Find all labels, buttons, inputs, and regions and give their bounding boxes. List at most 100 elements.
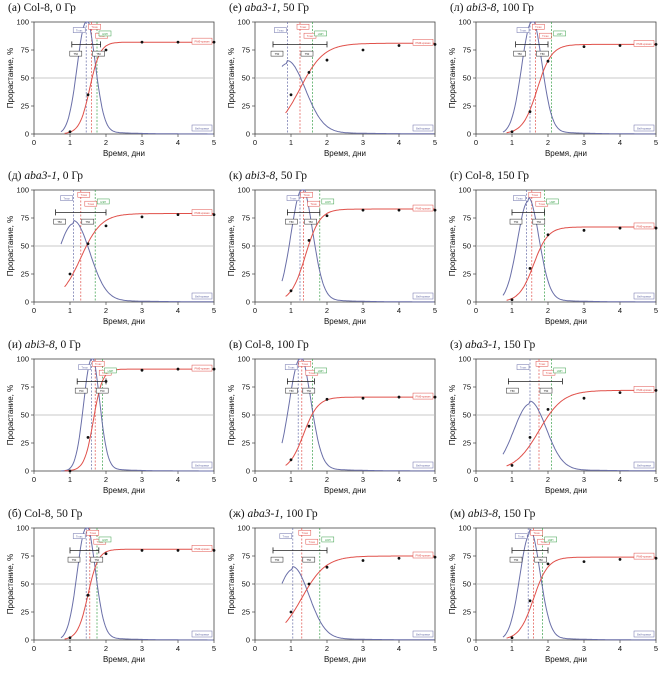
data-point — [104, 48, 108, 52]
data-point — [68, 272, 72, 276]
marker-label-d-box — [534, 556, 547, 563]
marker-label-b-text: Tmax — [300, 25, 307, 29]
x-tick-label: 0 — [253, 306, 257, 315]
panel-title: (д) aba3-1, 0 Гр — [8, 170, 83, 182]
marker-label-c-box — [513, 50, 526, 57]
x-tick-label: 0 — [474, 475, 478, 484]
data-point — [307, 239, 311, 242]
y-tick-label: 100 — [16, 524, 29, 533]
marker-label-a-text: Tmax — [290, 197, 297, 201]
panel-title-genotype: aba3-1 — [465, 339, 498, 351]
x-tick-label: 2 — [104, 644, 108, 653]
marker-label-d-box — [92, 50, 105, 57]
y-axis-label: Прорастание, % — [448, 216, 457, 276]
x-tick-label: 0 — [474, 306, 478, 315]
density-curve — [502, 528, 656, 641]
marker-label-b-text: Tmax — [90, 531, 97, 535]
marker-label-f-box — [98, 536, 112, 543]
panel-title: (ж) aba3-1, 100 Гр — [229, 508, 318, 520]
data-point — [433, 555, 437, 559]
marker-label-b-text: Tmax — [535, 25, 542, 29]
x-tick-label: 2 — [325, 138, 329, 147]
data-point — [397, 395, 401, 399]
y-tick-label: 0 — [467, 130, 471, 139]
y-tick-label: 25 — [21, 439, 29, 448]
y-tick-label: 25 — [242, 102, 250, 111]
chart-panel: (е) aba3-1, 50 Гр 0 1 2 3 4 5 0 25 50 75 100 Время, … — [225, 2, 445, 168]
panel-title: (е) aba3-1, 50 Гр — [229, 2, 309, 14]
panel-title-dose: , 150 Гр — [497, 339, 536, 351]
data-point — [325, 565, 329, 569]
y-tick-label: 50 — [21, 580, 29, 589]
blue-curve-legend-box — [412, 630, 434, 638]
x-tick-label: 3 — [140, 475, 144, 484]
x-tick-label: 3 — [582, 475, 586, 484]
y-tick-label: 50 — [463, 74, 471, 83]
marker-label-f-box — [314, 367, 327, 374]
marker-label-f-text: НЭП — [318, 32, 324, 36]
x-tick-label: 4 — [397, 306, 401, 315]
red-curve-legend-box — [412, 551, 434, 559]
panel-title-prefix: (л) — [450, 2, 467, 14]
data-point — [582, 396, 586, 400]
density-curve — [60, 219, 214, 303]
blue-curve-legend-text: Вей-кривая — [416, 295, 430, 299]
data-point — [86, 93, 90, 97]
x-tick-label: 1 — [510, 138, 514, 147]
red-curve-legend-text: РМФ-кривая — [195, 211, 210, 215]
x-tick-label: 1 — [289, 475, 293, 484]
marker-label-d-text: T50 — [305, 52, 310, 56]
marker-label-c-text: T50 — [275, 52, 280, 56]
marker-label-a-box — [516, 364, 530, 370]
red-curve-legend-text: РМФ-кривая — [416, 207, 431, 211]
panel-title-prefix: (г) — [450, 170, 466, 182]
marker-label-c-text: T50 — [517, 52, 522, 56]
x-tick-label: 5 — [212, 138, 216, 147]
x-tick-label: 0 — [32, 475, 36, 484]
marker-label-b-text: Tmax — [532, 193, 539, 197]
blue-curve-legend-box — [633, 292, 655, 300]
x-tick-label: 0 — [474, 138, 478, 147]
panel-title: (и) abi3-8, 0 Гр — [8, 339, 81, 351]
x-tick-label: 3 — [582, 644, 586, 653]
blue-curve-legend-box — [191, 630, 213, 638]
red-curve-legend-box — [191, 37, 213, 45]
red-curve-legend-text: РМФ-кривая — [637, 42, 652, 46]
y-axis-label: Прорастание, % — [227, 48, 236, 108]
cumulative-curve — [64, 548, 214, 640]
data-point — [86, 436, 90, 439]
marker-label-c-box — [509, 556, 523, 563]
marker-label-d-text: T50 — [307, 389, 312, 393]
marker-label-b-box — [300, 191, 313, 198]
panel-title-prefix: (а) — [8, 2, 24, 14]
cumulative-curve — [285, 555, 435, 624]
y-axis-label: Прорастание, % — [448, 48, 457, 108]
marker-label-e-text: Tmax — [88, 202, 95, 206]
blue-curve-legend-text: Вей-кривая — [416, 464, 430, 468]
marker-label-a-text: Tmax — [81, 366, 88, 370]
x-tick-label: 2 — [104, 306, 108, 315]
y-axis-label: Прорастание, % — [448, 385, 457, 445]
marker-label-d-text: T50 — [100, 389, 105, 393]
red-curve-legend-box — [633, 552, 655, 560]
marker-label-b-box — [86, 529, 100, 536]
x-axis-label: Время, дни — [103, 655, 145, 664]
x-tick-label: 3 — [582, 306, 586, 315]
x-tick-label: 0 — [32, 306, 36, 315]
red-curve-legend-box — [633, 386, 655, 393]
blue-curve-legend-text: Вей-кривая — [637, 295, 651, 299]
y-tick-label: 0 — [246, 467, 250, 476]
marker-label-f-box — [544, 536, 557, 543]
panel-title-genotype: abi3-8 — [467, 508, 498, 520]
panel-title-dose: , 0 Гр — [56, 170, 84, 182]
red-curve-legend-box — [633, 40, 655, 47]
panel-title: (в) Col-8, 100 Гр — [229, 339, 309, 351]
marker-label-a-box — [72, 27, 86, 33]
x-tick-label: 5 — [654, 475, 658, 484]
marker-label-d-box — [81, 218, 95, 225]
y-tick-label: 100 — [237, 186, 250, 195]
panel-title-prefix: (б) — [8, 508, 25, 520]
x-tick-label: 4 — [176, 138, 180, 147]
